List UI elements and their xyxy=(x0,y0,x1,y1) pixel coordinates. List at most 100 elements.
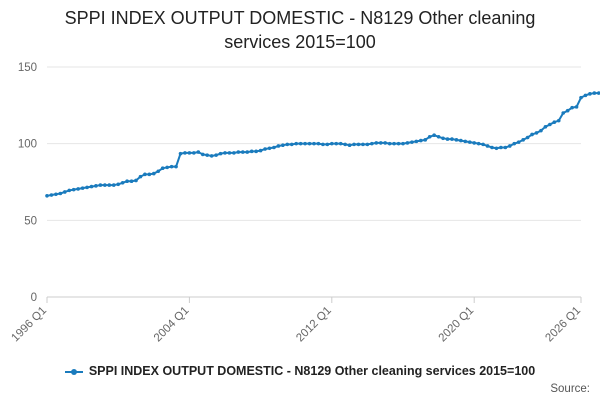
x-tick-label: 1996 Q1 xyxy=(9,305,49,345)
data-point xyxy=(530,132,534,137)
source-label: Source: xyxy=(550,383,590,395)
data-point xyxy=(597,91,600,95)
data-point xyxy=(454,138,459,142)
data-point xyxy=(472,141,477,145)
data-point xyxy=(508,144,512,148)
data-point xyxy=(445,137,450,141)
data-point xyxy=(285,142,290,147)
data-point xyxy=(103,183,107,187)
data-point xyxy=(414,139,419,144)
data-point xyxy=(481,142,485,147)
data-point xyxy=(249,149,254,154)
data-point xyxy=(321,142,325,147)
data-point xyxy=(298,141,303,146)
data-point xyxy=(178,151,183,156)
data-point xyxy=(534,131,539,135)
data-point xyxy=(45,194,49,198)
data-point xyxy=(218,151,223,156)
data-point xyxy=(94,184,98,188)
data-point xyxy=(361,142,365,147)
data-point xyxy=(423,138,428,142)
data-point xyxy=(116,182,120,187)
data-point xyxy=(343,142,347,147)
data-point xyxy=(143,172,147,177)
data-point xyxy=(187,151,192,155)
data-point xyxy=(548,122,552,127)
data-point xyxy=(467,140,472,144)
data-point xyxy=(205,153,209,157)
data-point xyxy=(169,164,174,169)
data-point xyxy=(427,134,432,139)
data-point xyxy=(334,141,339,146)
data-point xyxy=(574,105,579,109)
data-point xyxy=(120,180,125,185)
data-point xyxy=(516,140,521,144)
data-point xyxy=(160,166,165,170)
data-point xyxy=(387,141,392,146)
data-point xyxy=(405,141,410,145)
data-point xyxy=(592,91,597,95)
data-point xyxy=(58,191,63,196)
data-point xyxy=(254,149,258,154)
data-point xyxy=(561,111,565,115)
data-point xyxy=(307,141,312,146)
data-point xyxy=(556,118,561,123)
data-point xyxy=(330,141,334,146)
data-point xyxy=(138,174,143,179)
data-point xyxy=(156,169,161,174)
data-point xyxy=(459,138,463,143)
data-point xyxy=(125,179,129,184)
data-point xyxy=(236,150,241,154)
data-point xyxy=(98,183,103,187)
data-point xyxy=(192,151,196,155)
data-point xyxy=(316,141,321,146)
data-point xyxy=(209,154,214,158)
data-point xyxy=(436,134,441,139)
data-point xyxy=(272,145,276,150)
data-point xyxy=(356,142,361,147)
data-point xyxy=(401,141,405,146)
data-point xyxy=(165,165,169,170)
data-point xyxy=(245,150,250,154)
data-point xyxy=(294,141,299,146)
data-point xyxy=(147,172,152,177)
legend-swatch-icon xyxy=(64,367,83,377)
y-tick-label: 100 xyxy=(18,139,37,151)
chart-title-line-1: SPPI INDEX OUTPUT DOMESTIC - N8129 Other… xyxy=(64,8,536,28)
data-point xyxy=(588,92,592,96)
data-point xyxy=(543,125,548,129)
data-point xyxy=(512,141,517,146)
data-point xyxy=(214,153,218,157)
data-point xyxy=(583,93,588,98)
data-point xyxy=(392,141,396,146)
data-point xyxy=(76,187,80,191)
data-point xyxy=(134,178,138,183)
data-point xyxy=(303,141,307,146)
data-point xyxy=(63,190,67,194)
data-point xyxy=(441,136,445,141)
data-point xyxy=(552,120,557,124)
data-point xyxy=(67,188,72,193)
data-point xyxy=(200,152,205,157)
y-tick-label: 0 xyxy=(31,292,37,304)
data-point xyxy=(111,183,116,187)
data-point xyxy=(383,141,388,145)
data-point xyxy=(267,146,272,151)
data-point xyxy=(499,145,503,150)
chart-title-line-2: services 2015=100 xyxy=(224,32,376,52)
data-point xyxy=(241,150,245,154)
x-tick-label: 2004 Q1 xyxy=(152,305,192,345)
data-point xyxy=(258,148,263,153)
data-point xyxy=(49,193,54,197)
y-tick-label: 50 xyxy=(24,215,37,227)
data-point xyxy=(312,141,316,146)
data-point xyxy=(263,147,267,151)
data-point xyxy=(347,143,352,147)
data-point xyxy=(352,142,356,147)
data-point xyxy=(183,151,187,155)
legend[interactable]: SPPI INDEX OUTPUT DOMESTIC - N8129 Other… xyxy=(0,364,600,378)
chart-title: SPPI INDEX OUTPUT DOMESTIC - N8129 Other… xyxy=(0,6,600,54)
data-point xyxy=(450,137,454,141)
data-point xyxy=(80,186,85,190)
